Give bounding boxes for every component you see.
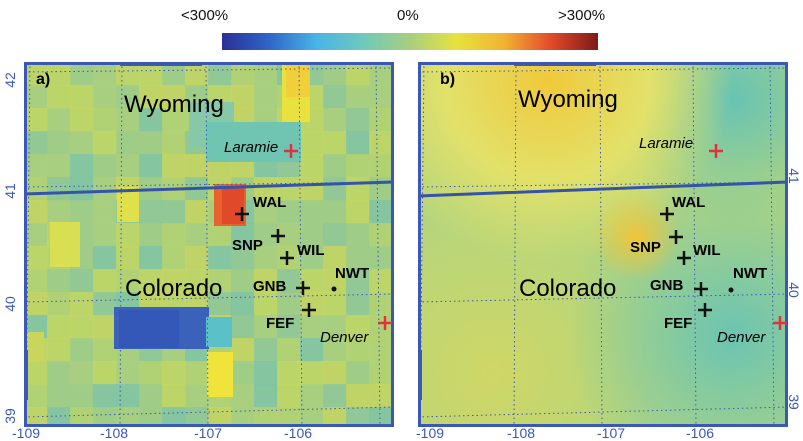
map-panel-b: b) Wyoming Colorado Laramie Denver WAL S… <box>418 62 788 427</box>
site-label-gnb-a: GNB <box>253 278 287 295</box>
lon-tick-109-a: -109 <box>12 425 41 441</box>
site-label-wil-b: WIL <box>693 242 721 259</box>
state-label-wyoming-b: Wyoming <box>518 86 618 113</box>
state-label-colorado-b: Colorado <box>519 275 616 302</box>
right-lat-tick-41: 41 <box>785 168 802 184</box>
site-label-nwt-a: NWT <box>335 265 369 282</box>
lon-tick-108-b: -108 <box>507 425 536 441</box>
site-marker-nwt-b <box>728 287 734 293</box>
site-label-wal-a: WAL <box>253 194 286 211</box>
lon-tick-106-b: -106 <box>686 425 715 441</box>
site-marker-wal-a <box>235 207 249 221</box>
colorbar <box>222 33 598 50</box>
site-label-fef-a: FEF <box>266 315 294 332</box>
panel-label-b: b) <box>440 71 455 88</box>
site-label-wil-a: WIL <box>297 242 325 259</box>
lon-tick-108-a: -108 <box>100 425 129 441</box>
lon-tick-106-a: -106 <box>284 425 313 441</box>
city-label-laramie-b: Laramie <box>639 135 693 152</box>
site-marker-fef-b <box>698 303 712 317</box>
lat-tick-39: 39 <box>1 408 18 424</box>
city-label-denver-a: Denver <box>320 329 369 346</box>
lat-tick-40: 40 <box>1 296 18 312</box>
lon-tick-107-b: -107 <box>597 425 626 441</box>
colorbar-mid-label: 0% <box>397 7 419 24</box>
site-label-wal-b: WAL <box>672 194 705 211</box>
city-marker-denver-a <box>378 316 392 330</box>
state-label-colorado-a: Colorado <box>125 275 222 302</box>
city-marker-laramie-a <box>284 144 298 158</box>
site-label-snp-b: SNP <box>630 239 661 256</box>
site-marker-fef-a <box>302 303 316 317</box>
site-label-fef-b: FEF <box>664 315 692 332</box>
lon-tick-107-a: -107 <box>194 425 223 441</box>
panel-label-a: a) <box>36 71 50 88</box>
site-marker-wil-a <box>280 251 294 265</box>
site-label-nwt-b: NWT <box>733 265 767 282</box>
city-marker-denver-b <box>773 316 787 330</box>
site-marker-gnb-b <box>694 282 708 296</box>
site-marker-nwt-a <box>331 286 337 292</box>
colorbar-min-label: <300% <box>181 7 229 24</box>
site-label-gnb-b: GNB <box>650 277 684 294</box>
lat-tick-41: 41 <box>1 183 18 199</box>
right-lat-tick-39: 39 <box>785 394 802 410</box>
site-marker-wil-b <box>677 251 691 265</box>
map-panel-a: a) Wyoming Colorado Laramie Denver WAL S… <box>24 62 394 427</box>
city-marker-laramie-b <box>709 144 723 158</box>
right-lat-tick-40: 40 <box>785 282 802 298</box>
city-label-denver-b: Denver <box>717 329 766 346</box>
lon-tick-109-b: -109 <box>416 425 445 441</box>
site-marker-snp-b <box>669 230 683 244</box>
city-label-laramie-a: Laramie <box>224 139 278 156</box>
site-label-snp-a: SNP <box>232 237 263 254</box>
site-marker-wal-b <box>660 207 674 221</box>
site-marker-snp-a <box>271 229 285 243</box>
site-marker-gnb-a <box>296 281 310 295</box>
lat-tick-42: 42 <box>1 72 18 88</box>
state-label-wyoming-a: Wyoming <box>124 91 224 118</box>
colorbar-max-label: >300% <box>558 7 606 24</box>
